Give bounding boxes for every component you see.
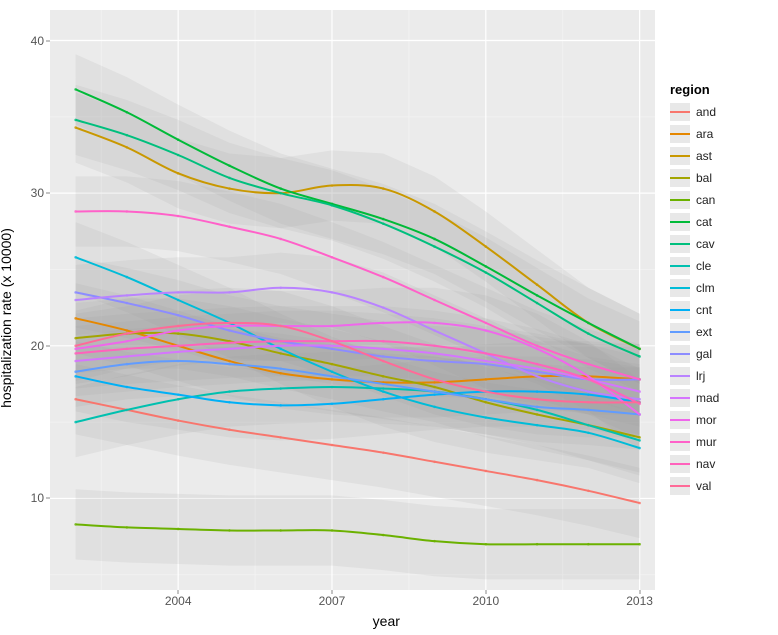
x-tick-mark <box>178 590 179 594</box>
x-tick-label: 2004 <box>165 594 192 608</box>
x-tick-mark <box>331 590 332 594</box>
x-axis-title: year <box>373 613 400 629</box>
legend-label: ext <box>696 325 712 339</box>
legend-item-clm: clm <box>664 277 772 299</box>
x-tick-label: 2013 <box>626 594 653 608</box>
y-tick-mark <box>46 498 50 499</box>
legend-swatch <box>670 433 690 451</box>
legend-label: mad <box>696 391 719 405</box>
legend-swatch <box>670 257 690 275</box>
y-tick-label: 40 <box>31 34 44 48</box>
y-tick-mark <box>46 40 50 41</box>
legend-item-cnt: cnt <box>664 299 772 321</box>
legend-title: region <box>664 78 772 101</box>
legend-label: and <box>696 105 716 119</box>
legend-item-mor: mor <box>664 409 772 431</box>
legend-item-nav: nav <box>664 453 772 475</box>
legend-label: bal <box>696 171 712 185</box>
legend-swatch <box>670 411 690 429</box>
legend-swatch <box>670 389 690 407</box>
legend-label: clm <box>696 281 715 295</box>
legend-label: val <box>696 479 711 493</box>
legend-item-can: can <box>664 189 772 211</box>
y-tick-label: 20 <box>31 339 44 353</box>
legend-label: nav <box>696 457 715 471</box>
legend-swatch <box>670 455 690 473</box>
legend-swatch <box>670 103 690 121</box>
legend-swatch <box>670 279 690 297</box>
legend-item-lrj: lrj <box>664 365 772 387</box>
legend-item-mur: mur <box>664 431 772 453</box>
legend-label: ara <box>696 127 713 141</box>
legend-item-ast: ast <box>664 145 772 167</box>
legend-label: cat <box>696 215 712 229</box>
legend-swatch <box>670 235 690 253</box>
legend-swatch <box>670 367 690 385</box>
legend-label: cnt <box>696 303 712 317</box>
x-tick-mark <box>485 590 486 594</box>
legend-label: lrj <box>696 369 705 383</box>
legend-label: can <box>696 193 715 207</box>
legend-label: mur <box>696 435 717 449</box>
legend-label: mor <box>696 413 717 427</box>
legend-label: gal <box>696 347 712 361</box>
legend-label: ast <box>696 149 712 163</box>
legend-item-ara: ara <box>664 123 772 145</box>
legend-item-bal: bal <box>664 167 772 189</box>
y-tick-mark <box>46 345 50 346</box>
legend-swatch <box>670 345 690 363</box>
legend-item-ext: ext <box>664 321 772 343</box>
x-tick-label: 2010 <box>472 594 499 608</box>
legend-swatch <box>670 213 690 231</box>
legend-item-cav: cav <box>664 233 772 255</box>
plot-panel: 102030402004200720102013 <box>50 10 655 590</box>
legend-swatch <box>670 477 690 495</box>
legend: region and ara ast bal can cat cav cle clm cnt ext… <box>664 78 772 497</box>
legend-label: cle <box>696 259 711 273</box>
legend-swatch <box>670 147 690 165</box>
legend-item-cle: cle <box>664 255 772 277</box>
y-tick-label: 10 <box>31 491 44 505</box>
y-tick-label: 30 <box>31 186 44 200</box>
legend-swatch <box>670 323 690 341</box>
legend-item-cat: cat <box>664 211 772 233</box>
y-axis-title: hospitalization rate (x 10000) <box>0 228 14 408</box>
legend-swatch <box>670 191 690 209</box>
x-tick-label: 2007 <box>319 594 346 608</box>
chart-container: hospitalization rate (x 10000) year 1020… <box>0 0 778 635</box>
x-tick-mark <box>639 590 640 594</box>
plot-svg <box>50 10 655 590</box>
legend-item-mad: mad <box>664 387 772 409</box>
legend-item-val: val <box>664 475 772 497</box>
legend-swatch <box>670 301 690 319</box>
y-tick-mark <box>46 193 50 194</box>
legend-label: cav <box>696 237 715 251</box>
legend-swatch <box>670 169 690 187</box>
legend-item-gal: gal <box>664 343 772 365</box>
legend-swatch <box>670 125 690 143</box>
legend-item-and: and <box>664 101 772 123</box>
